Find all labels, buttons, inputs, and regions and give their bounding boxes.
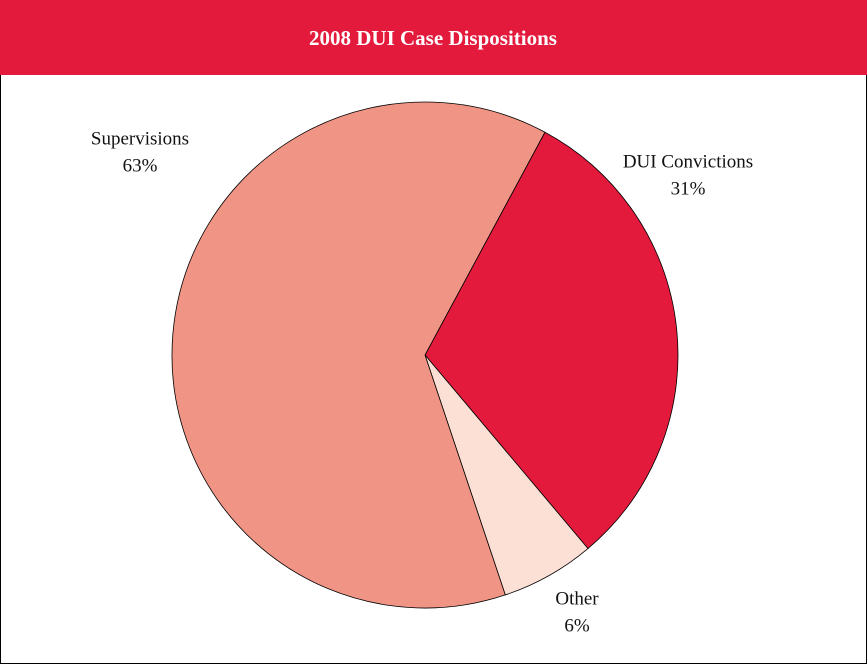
- chart-title: 2008 DUI Case Dispositions: [309, 26, 557, 50]
- slice-value-label: 6%: [564, 615, 590, 636]
- pie-slice: [424, 131, 679, 550]
- pie-slice: [171, 101, 546, 609]
- slice-label: Supervisions: [91, 128, 189, 149]
- title-bar: [0, 0, 867, 75]
- slice-value-label: 63%: [123, 155, 158, 176]
- slice-label: DUI Convictions: [623, 151, 753, 172]
- slice-value-label: 31%: [671, 178, 706, 199]
- slice-label: Other: [555, 588, 599, 609]
